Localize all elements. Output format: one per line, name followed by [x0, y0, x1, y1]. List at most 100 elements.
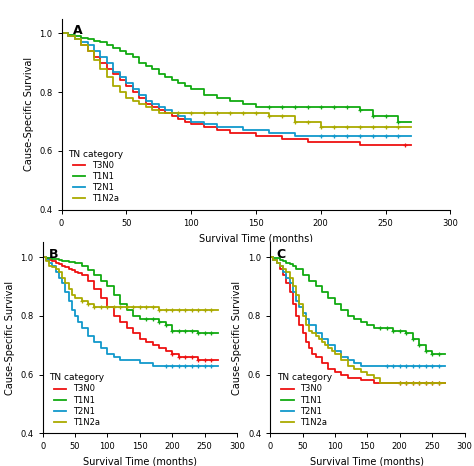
T3N0	[409, 142, 414, 148]
T1N1	[319, 289, 325, 295]
T1N2a	[416, 381, 422, 386]
T1N1	[189, 328, 194, 333]
T2N1	[410, 363, 416, 369]
T1N2a	[436, 381, 441, 386]
T3N0	[403, 381, 409, 386]
T1N2a	[156, 307, 162, 313]
T1N2a	[78, 42, 84, 48]
T3N0	[182, 354, 188, 360]
T2N1	[59, 281, 65, 286]
T3N0	[124, 325, 130, 330]
T3N0	[292, 137, 298, 142]
T1N1	[214, 95, 220, 101]
T1N1	[326, 295, 331, 301]
T1N2a	[371, 375, 377, 380]
X-axis label: Survival Time (months): Survival Time (months)	[83, 457, 197, 466]
T1N1	[253, 104, 259, 110]
T1N2a	[410, 381, 416, 386]
T1N1	[403, 331, 409, 336]
T2N1	[79, 325, 84, 330]
T2N1	[345, 357, 351, 363]
T3N0	[105, 304, 110, 310]
T1N2a	[143, 104, 149, 110]
T2N1	[130, 86, 136, 92]
T1N1	[396, 119, 401, 124]
T1N2a	[91, 57, 97, 62]
T1N1	[227, 98, 233, 104]
T3N0	[143, 101, 149, 107]
T1N2a	[370, 124, 375, 130]
T3N0	[345, 375, 351, 380]
T1N2a	[303, 322, 309, 328]
T1N2a	[117, 89, 123, 95]
T1N2a	[149, 107, 155, 113]
T1N1	[43, 255, 49, 260]
T1N1	[163, 75, 168, 80]
T1N1	[331, 104, 337, 110]
Line: T3N0: T3N0	[270, 257, 445, 384]
T2N1	[150, 363, 155, 369]
T2N1	[266, 130, 272, 136]
T1N2a	[357, 124, 363, 130]
T1N2a	[429, 381, 435, 386]
T2N1	[331, 133, 337, 139]
T1N1	[105, 284, 110, 289]
Line: T1N1: T1N1	[62, 34, 411, 122]
T3N0	[370, 142, 375, 148]
T2N1	[332, 348, 338, 354]
T1N1	[175, 81, 181, 86]
T1N2a	[175, 110, 181, 116]
T1N2a	[49, 265, 55, 270]
T1N1	[201, 92, 207, 98]
T1N2a	[98, 304, 104, 310]
T2N1	[318, 133, 324, 139]
T2N1	[338, 354, 344, 360]
T3N0	[215, 357, 220, 363]
T2N1	[287, 281, 292, 286]
T1N1	[202, 331, 208, 336]
T2N1	[175, 113, 181, 118]
T2N1	[75, 319, 81, 324]
T2N1	[105, 351, 110, 357]
T1N2a	[383, 124, 388, 130]
Legend: T3N0, T1N1, T2N1, T1N2a: T3N0, T1N1, T2N1, T1N2a	[274, 371, 335, 429]
T3N0	[53, 260, 58, 266]
Line: T1N2a: T1N2a	[43, 257, 218, 310]
T1N1	[215, 331, 220, 336]
T3N0	[75, 270, 81, 276]
T3N0	[305, 139, 310, 145]
Text: A: A	[73, 24, 83, 37]
T1N1	[306, 278, 312, 283]
T1N1	[110, 45, 116, 51]
T3N0	[169, 113, 174, 118]
T2N1	[111, 354, 117, 360]
T3N0	[149, 104, 155, 110]
T1N1	[46, 255, 52, 261]
T3N0	[163, 110, 168, 116]
T2N1	[391, 363, 396, 369]
T2N1	[214, 124, 220, 130]
T1N2a	[202, 307, 208, 313]
T3N0	[43, 256, 49, 261]
T3N0	[396, 142, 401, 148]
T1N1	[59, 258, 65, 263]
T1N2a	[271, 257, 276, 263]
T3N0	[416, 381, 422, 386]
T3N0	[150, 343, 155, 348]
T2N1	[43, 257, 49, 263]
T1N2a	[296, 301, 302, 307]
T3N0	[137, 95, 142, 101]
T1N1	[416, 343, 422, 348]
T3N0	[377, 381, 383, 386]
T3N0	[318, 139, 324, 145]
T1N2a	[316, 336, 321, 342]
T2N1	[91, 339, 97, 345]
T1N1	[130, 54, 136, 60]
T1N2a	[277, 263, 283, 268]
T3N0	[163, 348, 169, 354]
T1N2a	[111, 304, 117, 310]
T1N2a	[313, 334, 319, 339]
T2N1	[283, 275, 289, 281]
T1N1	[271, 255, 276, 260]
T2N1	[384, 363, 390, 369]
